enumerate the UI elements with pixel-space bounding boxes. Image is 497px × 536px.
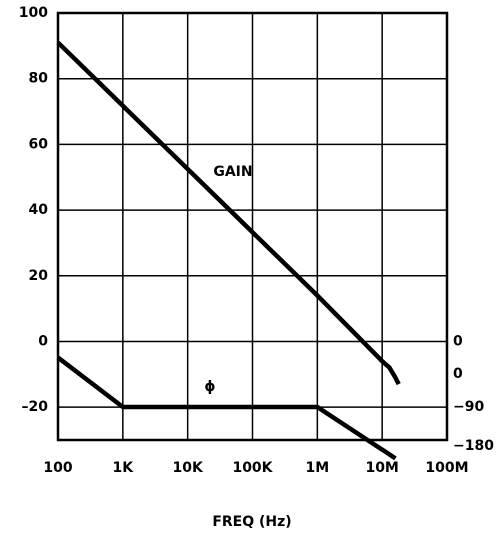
y-tick-label: 100 xyxy=(19,5,48,21)
x-tick-label: 100M xyxy=(425,460,468,476)
x-tick-label: 1M xyxy=(305,460,329,476)
x-tick-label: 10K xyxy=(172,460,203,476)
series-line xyxy=(56,40,401,386)
annotation: ϕ xyxy=(204,379,215,395)
x-tick-label: 10M xyxy=(365,460,398,476)
y-tick-label: 20 xyxy=(29,268,49,284)
annotation: 0 xyxy=(453,333,463,349)
series-line xyxy=(56,355,397,461)
x-tick-label: 100 xyxy=(43,460,72,476)
y2-tick-label: −90 xyxy=(453,399,484,415)
y-tick-label: 40 xyxy=(29,202,49,218)
y2-tick-label: 0 xyxy=(453,366,463,382)
y-tick-label: 0 xyxy=(38,333,48,349)
y2-tick-label: −180 xyxy=(453,438,494,454)
annotation: GAIN xyxy=(213,164,252,180)
y-tick-label: 80 xyxy=(29,71,49,87)
x-tick-label: 100K xyxy=(232,460,273,476)
y-tick-label: –20 xyxy=(22,399,49,415)
y-tick-label: 60 xyxy=(29,136,49,152)
x-tick-label: 1K xyxy=(113,460,135,476)
plot-frame xyxy=(56,11,449,442)
x-axis-label: FREQ (Hz) xyxy=(212,514,291,530)
